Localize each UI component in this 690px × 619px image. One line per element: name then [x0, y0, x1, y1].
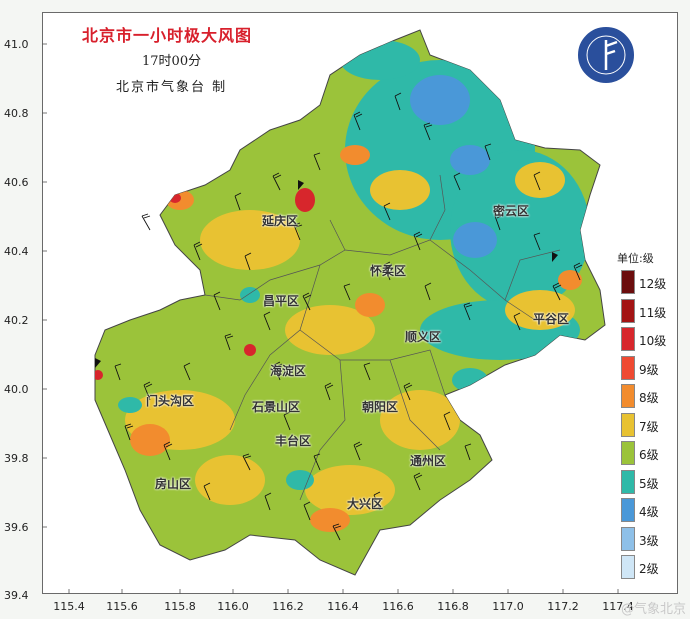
wind-barbs: [114, 92, 583, 541]
legend-unit: 单位:级: [617, 252, 654, 265]
y-tick-label: 40.4: [4, 245, 29, 258]
bureau-logo: [576, 25, 636, 85]
x-tick-label: 116.2: [272, 600, 304, 613]
legend-swatch: [621, 355, 635, 380]
y-tick-label: 41.0: [4, 38, 29, 51]
district-label: 怀柔区: [370, 264, 407, 278]
district-label: 顺义区: [405, 330, 442, 344]
legend-swatch: [621, 384, 635, 408]
legend-label: 10级: [639, 334, 667, 348]
legend-label: 2级: [639, 562, 659, 576]
district-label: 昌平区: [263, 294, 300, 308]
x-tick-label: 115.6: [106, 600, 138, 613]
district-label: 门头沟区: [146, 394, 195, 408]
y-tick-label: 40.8: [4, 107, 29, 120]
district-label: 通州区: [410, 454, 447, 468]
legend-label: 11级: [639, 305, 667, 320]
district-label: 丰台区: [275, 434, 312, 448]
legend-label: 9级: [639, 362, 659, 377]
x-tick-label: 117.2: [547, 600, 579, 613]
map-issuer: 北京市气象台 制: [116, 80, 228, 95]
y-tick-label: 40.0: [4, 383, 29, 396]
map-title: 北京市一小时极大风图: [82, 26, 253, 45]
legend-label: 7级: [639, 419, 659, 434]
legend-swatch: [621, 298, 635, 323]
x-tick-label: 115.4: [53, 600, 85, 613]
legend-swatch: [621, 498, 635, 522]
district-label: 密云区: [493, 204, 530, 218]
x-tick-label: 117.0: [492, 600, 524, 613]
x-tick-label: 116.4: [327, 600, 359, 613]
district-label: 平谷区: [533, 312, 570, 326]
legend-label: 6级: [639, 448, 659, 462]
legend-swatch: [621, 469, 635, 494]
legend-label: 5级: [639, 476, 659, 491]
y-tick-label: 39.4: [4, 589, 29, 602]
gust-flags: [95, 180, 558, 368]
legend-swatch: [621, 412, 635, 437]
legend-swatch: [621, 526, 635, 551]
legend-label: 4级: [639, 505, 659, 519]
wind-color-fill: [95, 40, 590, 532]
x-tick-label: 116.8: [437, 600, 469, 613]
watermark: @气象北京: [620, 602, 686, 617]
x-tick-label: 116.6: [382, 600, 414, 613]
district-label: 房山区: [155, 477, 192, 491]
y-tick-label: 39.8: [4, 452, 29, 465]
y-tick-label: 39.6: [4, 521, 29, 534]
map-time: 17时00分: [142, 54, 202, 69]
district-label: 海淀区: [270, 364, 307, 378]
x-tick-label: 116.0: [217, 600, 249, 613]
legend-swatch: [621, 327, 635, 351]
y-tick-label: 40.2: [4, 314, 29, 327]
y-tick-label: 40.6: [4, 176, 29, 189]
legend-swatch: [621, 441, 635, 465]
legend-swatch: [621, 270, 635, 294]
district-label: 石景山区: [252, 400, 301, 414]
legend-swatch: [621, 555, 635, 579]
district-label: 大兴区: [347, 497, 384, 511]
axis-ticks: [42, 43, 619, 594]
legend-label: 12级: [639, 277, 667, 291]
x-tick-label: 117.4: [602, 600, 634, 613]
legend-label: 8级: [639, 391, 659, 405]
district-borders: [204, 174, 561, 501]
district-label: 延庆区: [262, 214, 299, 228]
x-tick-label: 115.8: [164, 600, 196, 613]
district-label: 朝阳区: [362, 400, 399, 414]
legend-label: 3级: [639, 533, 659, 548]
